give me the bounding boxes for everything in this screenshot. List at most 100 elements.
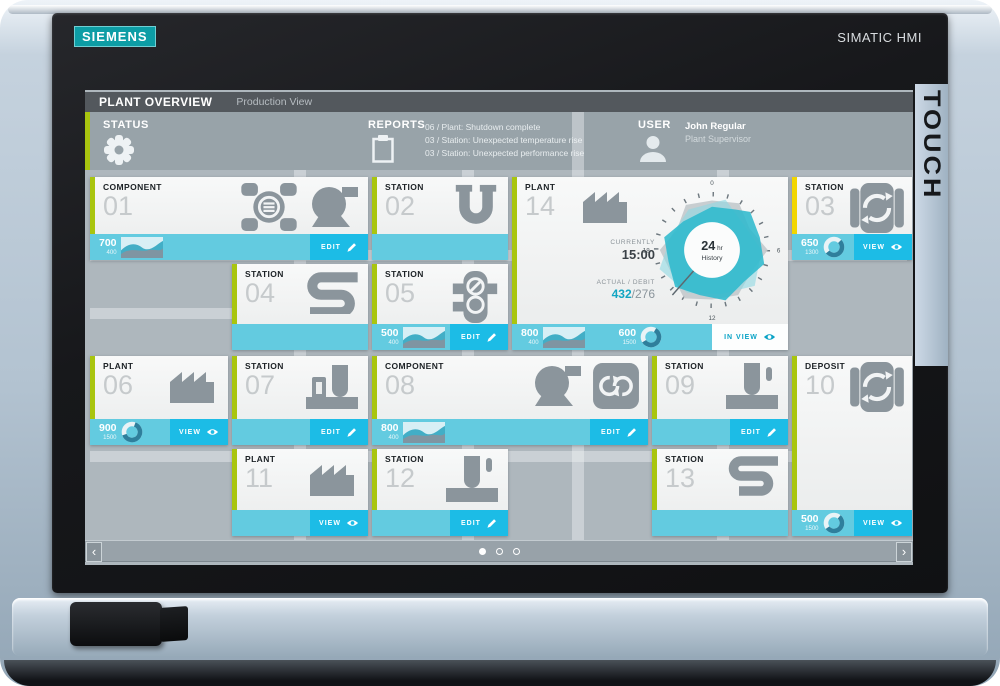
view-button[interactable]: VIEW (170, 419, 228, 445)
tile-station-02[interactable]: STATION 02 (372, 177, 508, 260)
in-view-button[interactable]: IN VIEW (712, 324, 788, 350)
page-dot-1[interactable] (478, 547, 486, 555)
reports-section[interactable]: REPORTS (368, 119, 425, 169)
status-stripe (232, 264, 237, 324)
tile-bottom-bar (232, 324, 368, 350)
button-label: EDIT (741, 428, 761, 436)
tile-station-03[interactable]: STATION 03 650 1300 (792, 177, 912, 260)
page-subtitle: Production View (236, 96, 313, 108)
badge-value: 800 (381, 422, 399, 435)
device-bottom-edge (4, 660, 996, 686)
tile-bottom-bar: EDIT (652, 419, 788, 445)
report-item[interactable]: 03 / Station: Unexpected temperature ris… (425, 135, 583, 146)
cycle-machine-icon (850, 362, 904, 412)
tile-component-08[interactable]: COMPONENT 08 800 400 (372, 356, 648, 445)
pipe-decoration (294, 170, 306, 540)
report-item[interactable]: 03 / Station: Unexpected performance ris… (425, 148, 585, 159)
history-clock-chart[interactable]: 24 hr History 0 6 12 18 (640, 178, 784, 322)
badge-value: 700 (99, 237, 117, 250)
edit-button[interactable]: EDIT (450, 324, 508, 350)
status-stripe (372, 356, 377, 419)
tile-type-label: PLANT (525, 182, 556, 192)
tile-station-05[interactable]: STATION 05 500 400 (372, 264, 508, 350)
tile-bottom-bar: EDIT (372, 510, 508, 536)
edit-button[interactable]: EDIT (590, 419, 648, 445)
badge-value: 800 (521, 327, 539, 340)
tile-station-13[interactable]: STATION 13 (652, 449, 788, 536)
badge-sub: 400 (106, 249, 117, 256)
tile-plant-06[interactable]: PLANT 06 900 1500 VIEW (90, 356, 228, 445)
debit-value: /276 (631, 287, 655, 301)
page-indicator (478, 547, 520, 555)
page-dot-3[interactable] (512, 547, 520, 555)
gear-icon[interactable] (103, 134, 135, 166)
actual-debit-label: ACTUAL / DEBIT (596, 279, 655, 286)
user-name: John Regular (685, 121, 746, 132)
pencil-icon (347, 427, 356, 437)
view-button[interactable]: VIEW (854, 234, 912, 260)
tile-bottom-bar: 900 1500 VIEW (90, 419, 228, 445)
status-stripe-warning (792, 177, 797, 260)
status-stripe (90, 356, 95, 419)
view-button[interactable]: VIEW (854, 510, 912, 536)
status-label: STATUS (103, 119, 149, 131)
status-stripe (232, 356, 237, 419)
tile-type-label: STATION (385, 454, 424, 464)
tile-station-07[interactable]: STATION 07 EDIT (232, 356, 368, 445)
tile-type-label: STATION (665, 454, 704, 464)
tile-number: 11 (245, 463, 274, 493)
pencil-icon (627, 427, 636, 437)
edit-button[interactable]: EDIT (450, 510, 508, 536)
current-time: 15:00 (621, 247, 655, 262)
pipe-decoration (462, 170, 474, 540)
user-section[interactable]: USER (638, 119, 671, 168)
wave-chart-icon (402, 326, 445, 348)
page-title: PLANT OVERVIEW (99, 95, 213, 109)
tile-plant-11[interactable]: PLANT 11 VIEW (232, 449, 368, 536)
status-stripe (652, 449, 657, 510)
user-label: USER (638, 119, 671, 131)
tile-station-12[interactable]: STATION 12 EDIT (372, 449, 508, 536)
user-icon (640, 136, 666, 162)
badge-sub: 1500 (622, 339, 637, 346)
donut-gauge-icon (640, 326, 662, 348)
edit-button[interactable]: EDIT (730, 419, 788, 445)
donut-gauge-icon (121, 421, 142, 443)
pencil-icon (347, 242, 356, 252)
pencil-icon (767, 427, 776, 437)
pipe-t-icon (446, 456, 498, 502)
tile-station-09[interactable]: STATION 09 EDIT (652, 356, 788, 445)
touchscreen: PLANT OVERVIEW Production View STATUS (85, 90, 913, 565)
pump-icon (312, 187, 358, 227)
tile-component-01[interactable]: COMPONENT 01 (90, 177, 368, 260)
badge-value: 500 (801, 513, 819, 526)
badge-sub: 400 (388, 339, 399, 346)
tile-plant-14[interactable]: PLANT 14 CURRENTLY 15:00 ACTUAL / DEBIT … (512, 177, 788, 350)
page-next-button[interactable]: › (896, 542, 912, 562)
value-badge: 800 400 (381, 421, 445, 443)
user-info: John Regular Plant Supervisor (685, 121, 751, 144)
page-dot-2[interactable] (495, 547, 503, 555)
tile-type-label: STATION (385, 269, 424, 279)
status-stripe (792, 356, 797, 536)
tile-station-04[interactable]: STATION 04 (232, 264, 368, 350)
page-prev-button[interactable]: ‹ (86, 542, 102, 562)
button-label: VIEW (319, 519, 341, 527)
tile-type-label: DEPOSIT (805, 361, 846, 371)
value-badge: 650 1300 (801, 236, 845, 258)
edit-button[interactable]: EDIT (310, 234, 368, 260)
tile-number: 14 (525, 191, 556, 221)
view-button[interactable]: VIEW (310, 510, 368, 536)
factory-icon (170, 372, 214, 403)
tile-deposit-10[interactable]: DEPOSIT 10 500 1500 (792, 356, 912, 536)
badge-sub: 1500 (103, 434, 117, 441)
report-item[interactable]: 06 / Plant: Shutdown complete (425, 122, 541, 132)
bezel-top-shine (8, 5, 992, 14)
tile-type-label: PLANT (245, 454, 276, 464)
tick-label-12: 12 (708, 315, 716, 322)
status-section[interactable]: STATUS (103, 119, 149, 171)
edit-button[interactable]: EDIT (310, 419, 368, 445)
status-stripe (372, 264, 377, 324)
eye-icon (890, 244, 903, 250)
value-badge: 600 1500 (619, 326, 663, 348)
